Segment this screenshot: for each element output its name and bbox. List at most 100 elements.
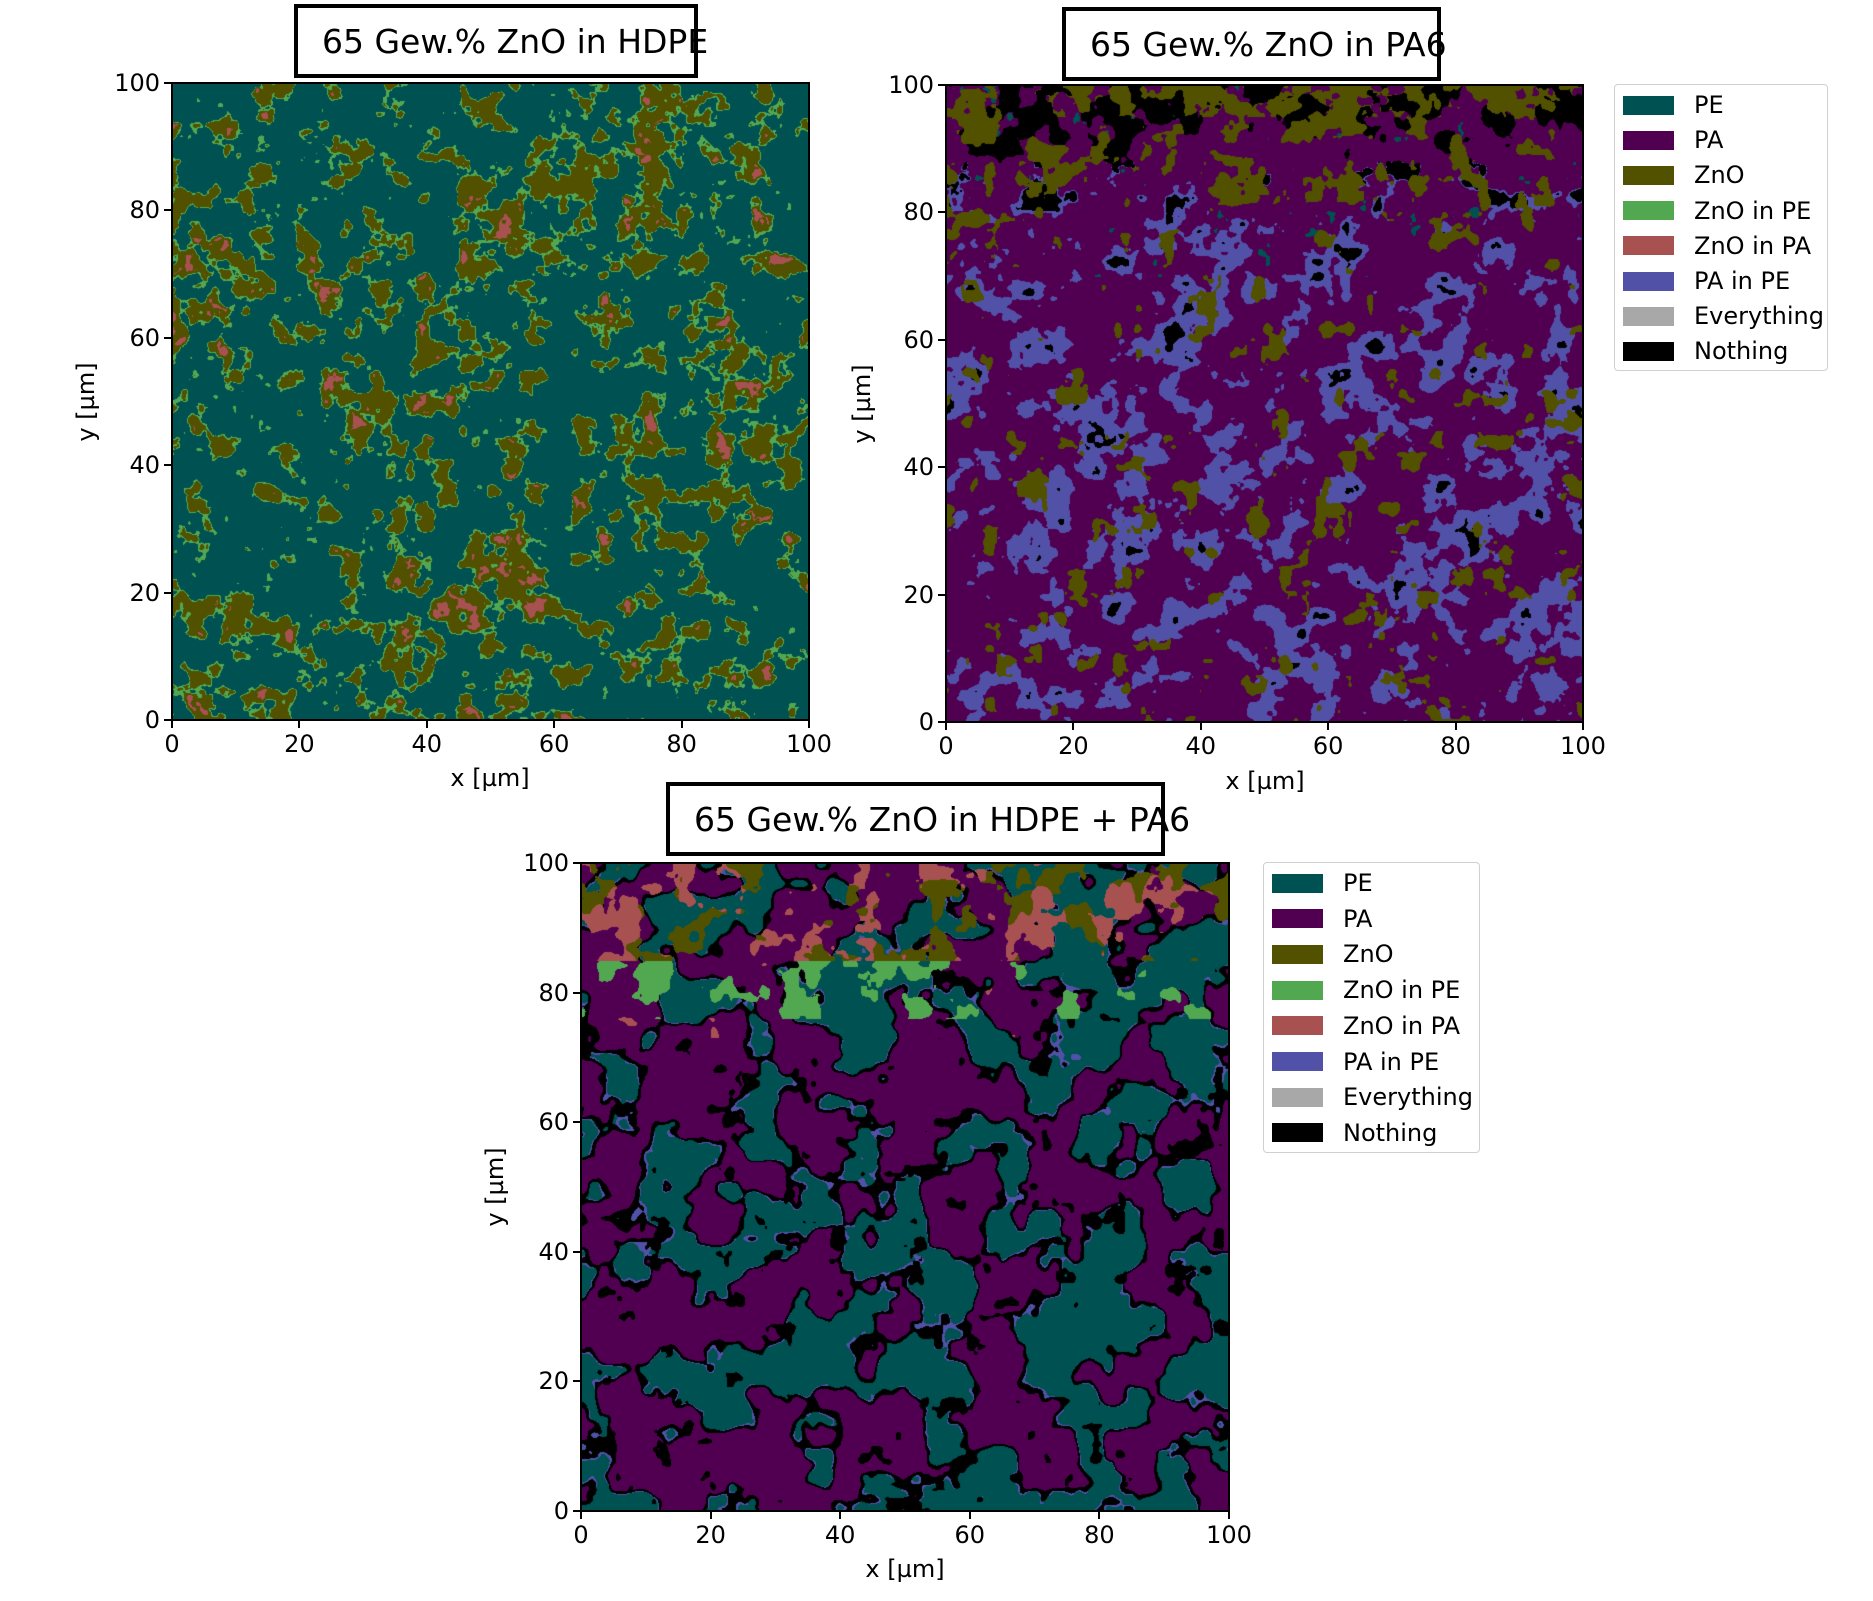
x-axis-label: x [µm] — [1225, 767, 1305, 795]
x-tick-label: 80 — [666, 730, 697, 758]
legend-swatch — [1623, 306, 1674, 326]
x-tick-label: 60 — [1312, 732, 1344, 760]
legend-item: Nothing — [1623, 337, 1788, 365]
y-tick-label: 60 — [538, 1108, 569, 1137]
y-tick-mark — [938, 721, 946, 723]
x-tick-label: 80 — [1440, 732, 1471, 760]
legend-swatch — [1272, 980, 1323, 1000]
legend-swatch — [1272, 1087, 1323, 1107]
y-axis-label: y [µm] — [481, 1147, 509, 1227]
y-tick-mark — [573, 1380, 581, 1383]
y-tick-mark — [938, 593, 946, 596]
legend-swatch — [1272, 1052, 1323, 1071]
legend-item: Nothing — [1272, 1119, 1437, 1147]
y-axis-label: y [µm] — [72, 362, 100, 442]
y-tick-label: 0 — [144, 706, 160, 734]
y-tick-label: 0 — [918, 708, 934, 736]
legend-label: ZnO — [1694, 161, 1745, 190]
y-tick-mark — [164, 209, 172, 212]
x-tick-label: 100 — [1206, 1521, 1252, 1549]
x-tick-mark — [1454, 722, 1457, 730]
x-tick-label: 20 — [1058, 732, 1089, 760]
y-tick-mark — [164, 464, 172, 467]
x-tick-mark — [680, 720, 683, 728]
y-tick-label: 20 — [129, 578, 160, 607]
x-tick-mark — [709, 1511, 712, 1519]
x-tick-label: 100 — [786, 730, 832, 758]
y-tick-label: 80 — [129, 196, 160, 225]
y-tick-label: 40 — [538, 1237, 569, 1266]
legend: PE PA ZnO ZnO in PE ZnO in PA PA in PE Everyth… — [1614, 84, 1828, 371]
x-tick-label: 0 — [573, 1521, 589, 1549]
legend-swatch — [1272, 873, 1323, 893]
legend-label: Nothing — [1694, 337, 1789, 366]
heatmap-hdpe — [172, 83, 809, 720]
y-tick-label: 100 — [114, 69, 160, 97]
x-tick-mark — [1072, 722, 1075, 730]
x-tick-mark — [1098, 1511, 1101, 1519]
legend-item: PA in PE — [1623, 267, 1790, 295]
chart-title: 65 Gew.% ZnO in HDPE + PA6 — [666, 782, 1190, 856]
legend-swatch — [1272, 1016, 1323, 1036]
x-tick-label: 20 — [695, 1521, 726, 1549]
y-tick-label: 40 — [129, 451, 160, 480]
heatmap-canvas — [946, 85, 1583, 722]
legend-label: PA — [1694, 126, 1724, 155]
legend-swatch — [1623, 95, 1674, 115]
legend-label: ZnO in PE — [1694, 196, 1812, 225]
legend-item: Everything — [1623, 302, 1824, 330]
legend-item: PE — [1623, 91, 1724, 119]
legend: PE PA ZnO ZnO in PE ZnO in PA PA in PE Everyth… — [1263, 862, 1480, 1153]
x-tick-label: 80 — [1084, 1521, 1115, 1549]
legend-item: ZnO — [1272, 940, 1394, 968]
x-tick-mark — [1582, 722, 1584, 730]
legend-label: PE — [1694, 91, 1724, 119]
x-tick-label: 40 — [824, 1521, 856, 1549]
legend-label: Everything — [1343, 1083, 1473, 1112]
y-axis-label: y [µm] — [848, 364, 876, 444]
legend-label: ZnO — [1343, 940, 1394, 969]
y-tick-label: 100 — [523, 849, 569, 877]
heatmap-hdpe-pa6 — [581, 863, 1229, 1511]
legend-item: ZnO — [1623, 161, 1745, 189]
legend-item: ZnO in PE — [1272, 976, 1460, 1004]
y-tick-mark — [938, 211, 946, 214]
x-tick-label: 0 — [938, 732, 954, 760]
y-tick-label: 60 — [903, 325, 934, 354]
y-tick-mark — [938, 84, 946, 86]
y-tick-mark — [164, 82, 172, 84]
y-tick-label: 100 — [888, 71, 934, 99]
x-tick-label: 0 — [164, 730, 180, 758]
legend-swatch — [1623, 341, 1674, 361]
x-tick-mark — [808, 720, 810, 728]
x-tick-mark — [1327, 722, 1330, 730]
legend-swatch — [1623, 130, 1674, 150]
legend-swatch — [1623, 271, 1674, 291]
y-tick-mark — [164, 719, 172, 721]
legend-swatch — [1623, 165, 1674, 185]
x-tick-mark — [425, 720, 428, 728]
x-tick-label: 60 — [538, 730, 570, 758]
y-tick-label: 60 — [129, 323, 160, 352]
legend-label: Nothing — [1343, 1118, 1438, 1147]
legend-swatch — [1623, 201, 1674, 221]
y-tick-mark — [938, 466, 946, 469]
y-tick-label: 20 — [903, 580, 934, 609]
legend-item: ZnO in PA — [1272, 1012, 1460, 1040]
y-tick-mark — [573, 1121, 581, 1124]
y-tick-mark — [573, 991, 581, 994]
legend-label: ZnO in PA — [1343, 1011, 1461, 1040]
x-tick-label: 40 — [411, 730, 443, 758]
legend-item: ZnO in PA — [1623, 232, 1811, 260]
y-tick-mark — [573, 862, 581, 864]
x-tick-label: 100 — [1560, 732, 1606, 760]
x-tick-mark — [945, 722, 947, 730]
y-tick-mark — [938, 338, 946, 341]
x-tick-mark — [1228, 1511, 1230, 1519]
legend-item: PE — [1272, 869, 1373, 897]
chart-title: 65 Gew.% ZnO in PA6 — [1062, 7, 1447, 81]
legend-item: PA in PE — [1272, 1048, 1439, 1076]
legend-label: Everything — [1694, 302, 1824, 331]
legend-swatch — [1623, 236, 1674, 256]
legend-swatch — [1272, 944, 1323, 964]
